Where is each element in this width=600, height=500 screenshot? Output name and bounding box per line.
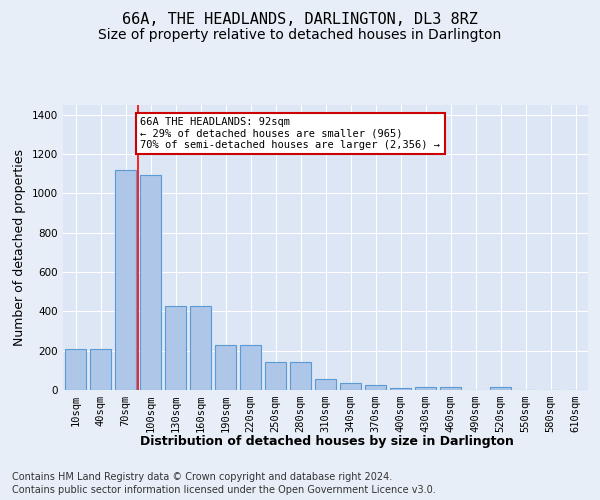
Bar bbox=[65, 350, 86, 390]
Bar bbox=[115, 170, 136, 390]
Bar bbox=[390, 388, 411, 390]
Bar bbox=[90, 348, 111, 390]
Bar bbox=[440, 386, 461, 390]
Bar bbox=[340, 382, 361, 390]
Text: Contains HM Land Registry data © Crown copyright and database right 2024.: Contains HM Land Registry data © Crown c… bbox=[12, 472, 392, 482]
Bar bbox=[265, 362, 286, 390]
Bar bbox=[215, 345, 236, 390]
Bar bbox=[140, 175, 161, 390]
Bar bbox=[290, 362, 311, 390]
Bar bbox=[490, 388, 511, 390]
Bar bbox=[165, 306, 186, 390]
Y-axis label: Number of detached properties: Number of detached properties bbox=[13, 149, 26, 346]
Bar bbox=[315, 379, 336, 390]
Text: Distribution of detached houses by size in Darlington: Distribution of detached houses by size … bbox=[140, 435, 514, 448]
Text: 66A THE HEADLANDS: 92sqm
← 29% of detached houses are smaller (965)
70% of semi-: 66A THE HEADLANDS: 92sqm ← 29% of detach… bbox=[140, 117, 440, 150]
Bar bbox=[240, 345, 261, 390]
Bar bbox=[415, 386, 436, 390]
Text: Size of property relative to detached houses in Darlington: Size of property relative to detached ho… bbox=[98, 28, 502, 42]
Bar bbox=[190, 306, 211, 390]
Text: Contains public sector information licensed under the Open Government Licence v3: Contains public sector information licen… bbox=[12, 485, 436, 495]
Bar bbox=[365, 384, 386, 390]
Text: 66A, THE HEADLANDS, DARLINGTON, DL3 8RZ: 66A, THE HEADLANDS, DARLINGTON, DL3 8RZ bbox=[122, 12, 478, 28]
